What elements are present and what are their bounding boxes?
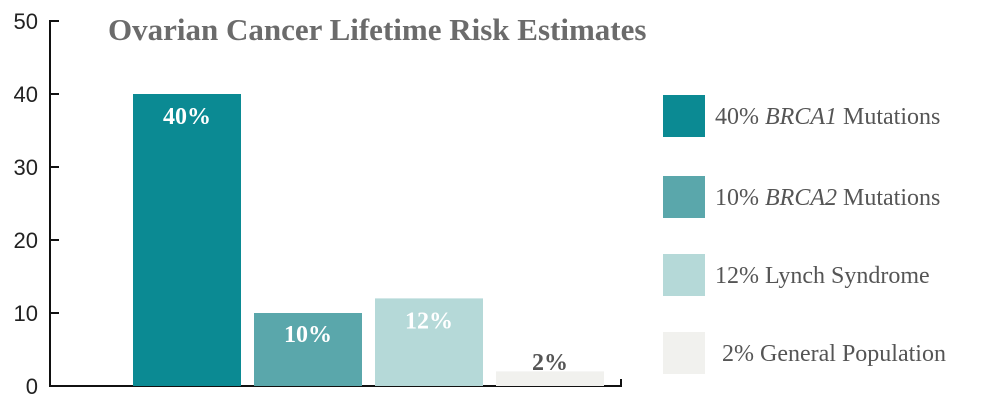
y-tick-label: 40	[14, 82, 38, 107]
y-ticks: 0 10 20 30 40 50	[14, 9, 59, 398]
chart-title: Ovarian Cancer Lifetime Risk Estimates	[108, 12, 646, 47]
bar	[254, 313, 362, 386]
legend-label-emphasis: BRCA1	[765, 104, 837, 130]
legend-label: 40% BRCA1 Mutations	[715, 104, 940, 130]
legend-label: 12% Lynch Syndrome	[715, 263, 930, 289]
legend-label-suffix: Mutations	[837, 104, 940, 130]
bars	[133, 94, 604, 386]
bar-labels: 40% 10% 12% 2%	[163, 104, 568, 376]
legend-label-prefix: 2% General Population	[722, 341, 946, 367]
legend-label: 10% BRCA2 Mutations	[715, 185, 940, 211]
bar	[133, 94, 241, 386]
legend-label-suffix: Mutations	[837, 185, 940, 211]
legend-swatch	[663, 254, 705, 296]
legend-swatch	[663, 95, 705, 137]
bar	[375, 298, 483, 386]
bar	[496, 371, 604, 386]
legend-label-prefix: 12% Lynch Syndrome	[715, 263, 930, 289]
legend-label-emphasis: BRCA2	[765, 185, 837, 211]
bar-data-label: 40%	[163, 104, 211, 130]
legend-swatch	[663, 332, 705, 374]
y-tick-label: 0	[26, 374, 38, 398]
y-tick-label: 50	[14, 9, 38, 34]
bar-data-label: 10%	[284, 322, 332, 348]
bar-data-label: 12%	[405, 308, 453, 334]
legend-label: 2% General Population	[722, 341, 946, 367]
legend-label-prefix: 40%	[715, 104, 765, 130]
legend-swatch	[663, 176, 705, 218]
legend-label-prefix: 10%	[715, 185, 765, 211]
bar-data-label: 2%	[532, 350, 568, 376]
y-tick-label: 30	[14, 155, 38, 180]
y-tick-label: 10	[14, 301, 38, 326]
y-tick-label: 20	[14, 228, 38, 253]
